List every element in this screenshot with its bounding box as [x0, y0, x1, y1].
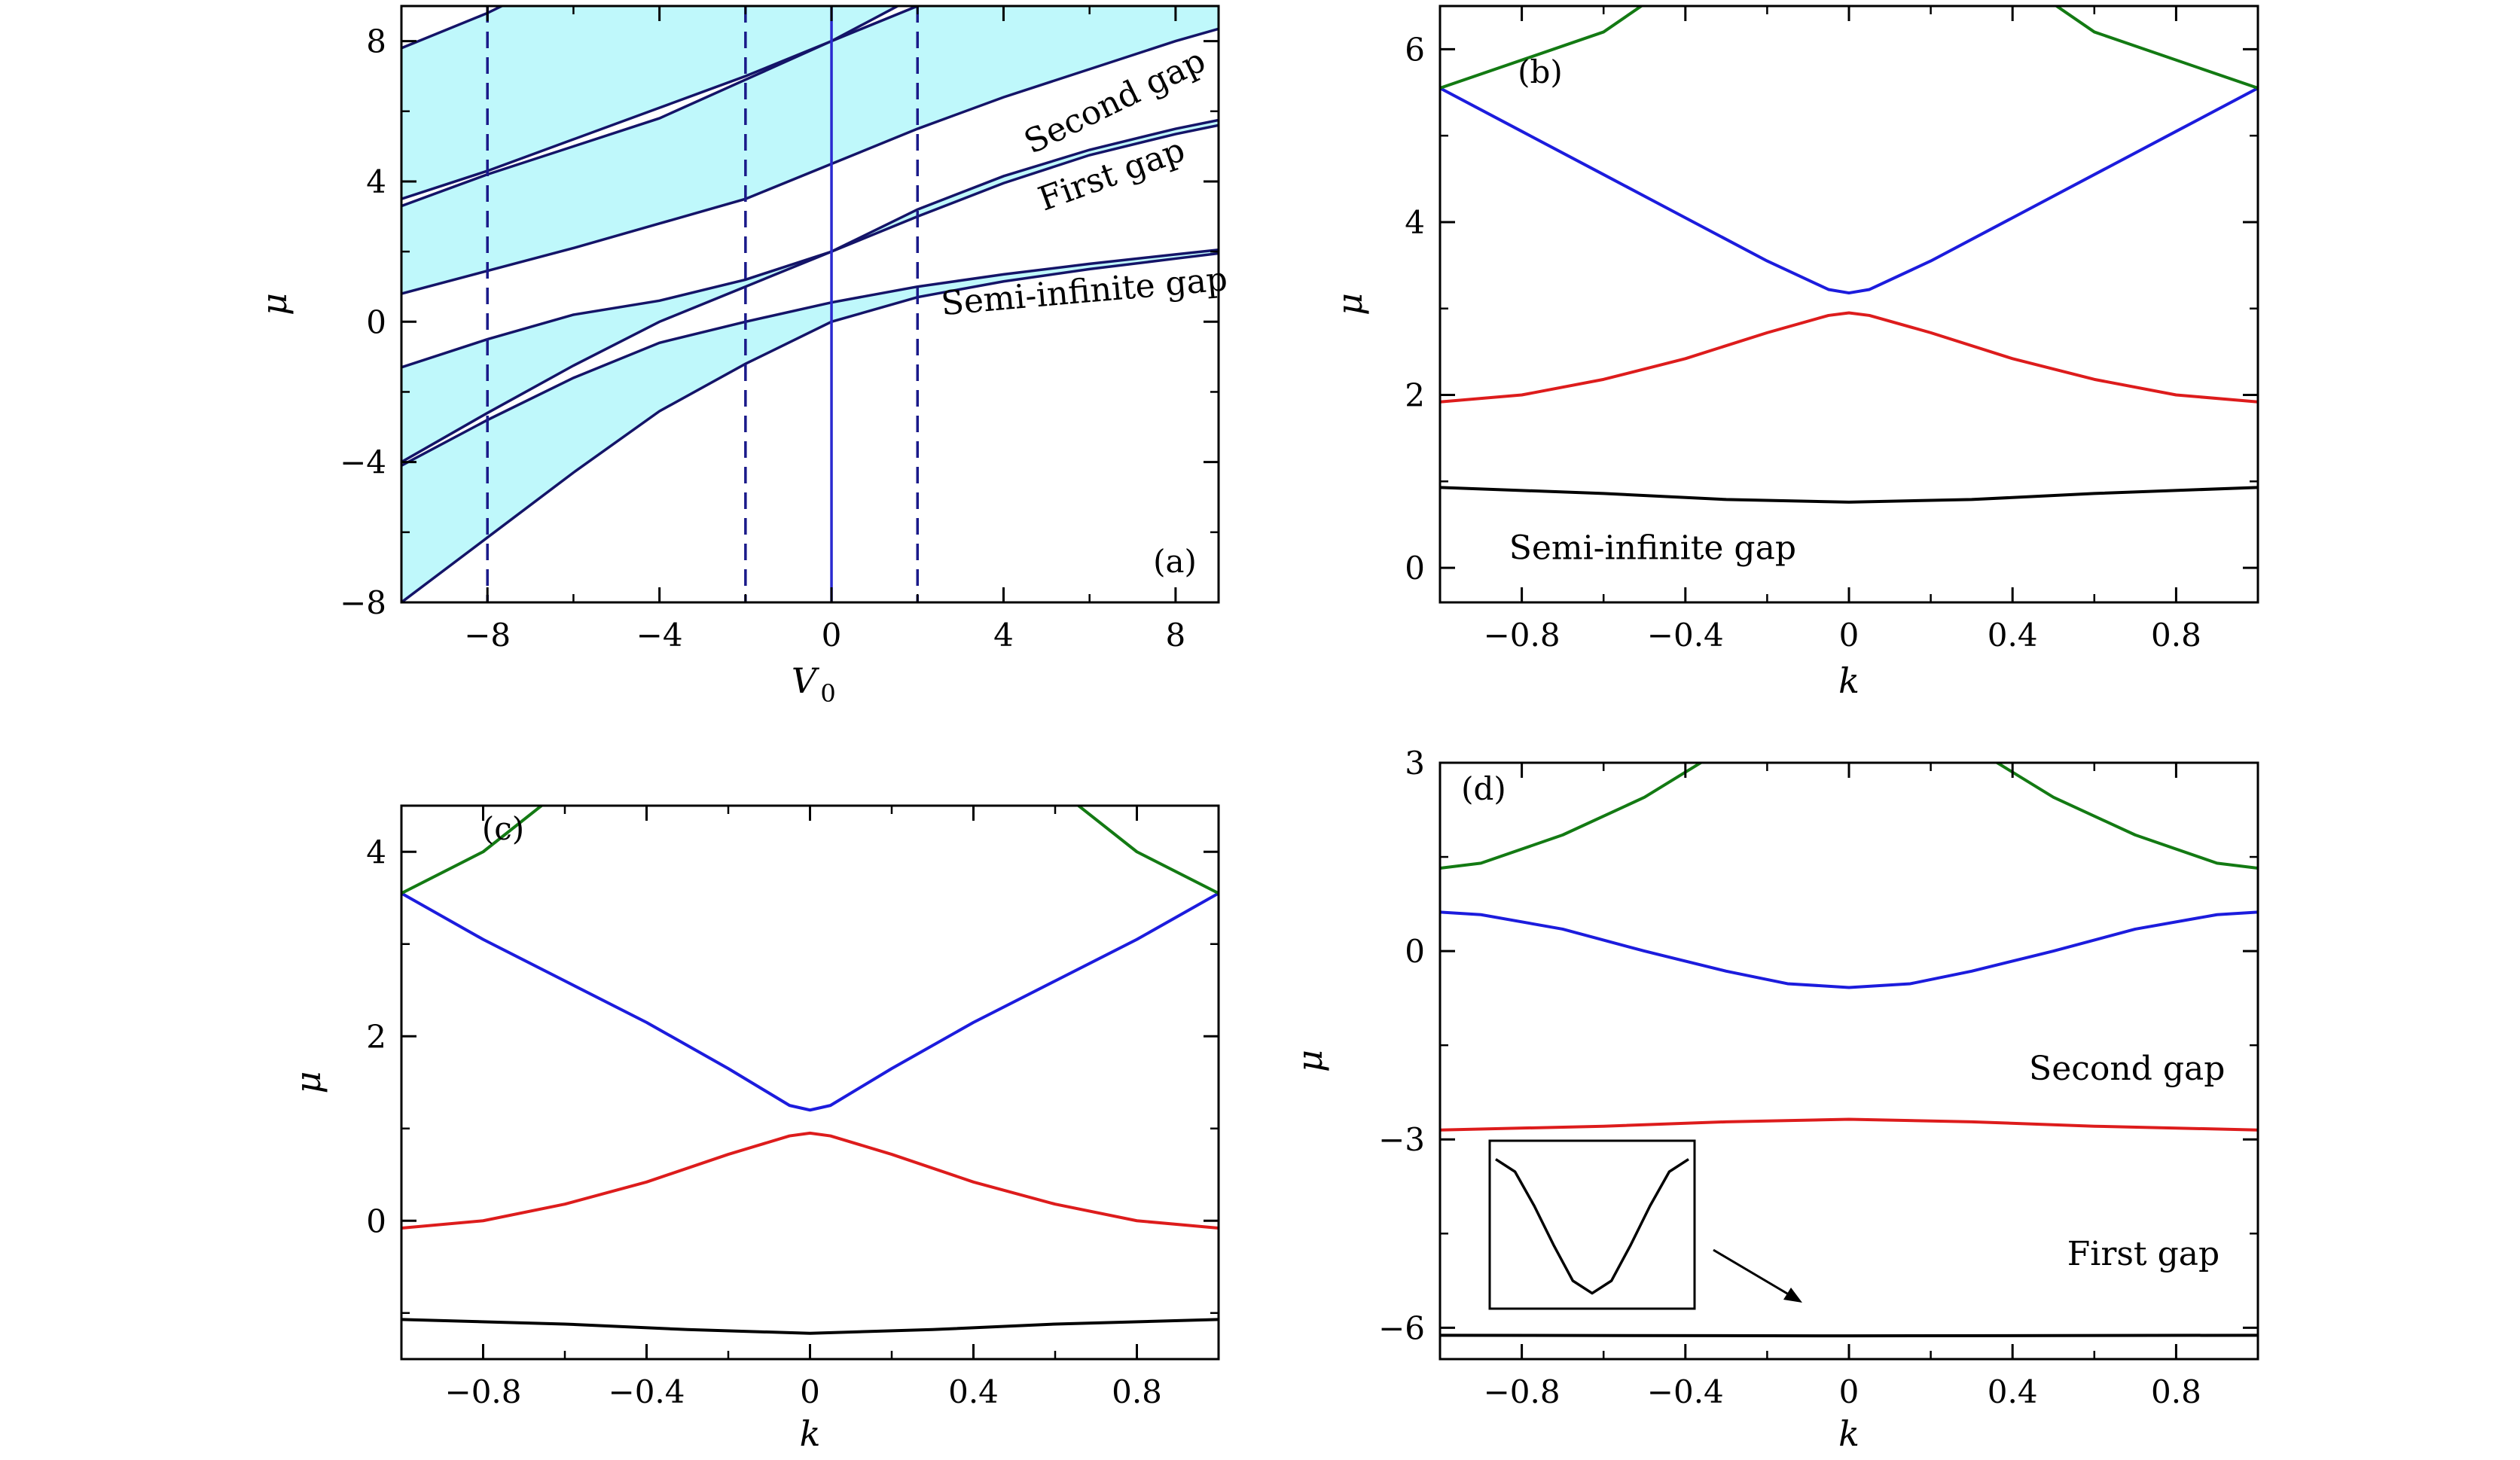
y-tick-label: 2	[1405, 377, 1425, 414]
plot-frame	[400, 5, 1220, 604]
x-tick-label: 0	[822, 617, 842, 654]
plot-area	[401, 6, 1219, 602]
plot-frame	[1438, 5, 2259, 604]
annotation-0: Semi-infinite gap	[1509, 529, 1796, 568]
y-tick-label: 8	[366, 23, 386, 60]
y-tick-label: 4	[1405, 204, 1425, 241]
x-tick-label: −0.4	[1647, 617, 1724, 654]
x-axis-label: k	[800, 1413, 821, 1454]
series-line-3	[1440, 763, 1704, 870]
x-axis-label-subscript: 0	[820, 679, 835, 708]
series-line-1	[401, 1131, 1219, 1230]
series-line-0	[401, 1318, 1219, 1335]
x-tick-label: −0.8	[1484, 1373, 1561, 1410]
x-tick-label: −0.8	[1484, 617, 1561, 654]
x-tick-label: −0.4	[1647, 1373, 1724, 1410]
panel-label: (d)	[1461, 770, 1506, 807]
plot-area	[1440, 763, 2258, 1338]
panel-c: −0.8 −0.4 0 0.4 0.8 0 2 4 μ k (c)	[288, 804, 1220, 1454]
x-tick-label: −0.8	[445, 1373, 522, 1410]
x-tick-label: 4	[993, 617, 1014, 654]
y-tick-label: 2	[366, 1018, 386, 1055]
y-tick-label: −6	[1378, 1309, 1425, 1346]
y-tick-label: −3	[1378, 1121, 1425, 1158]
x-tick-label: 0.4	[948, 1373, 999, 1410]
inset-curve	[1495, 1158, 1689, 1295]
series-line-1	[1440, 1117, 2258, 1132]
band-fill-3	[401, 6, 898, 200]
y-tick-label: 0	[366, 1202, 386, 1239]
y-tick-label: 0	[1405, 933, 1425, 970]
series-line-3	[1440, 6, 1644, 90]
series-line-0	[1440, 1334, 2258, 1338]
series-line-2	[1440, 87, 2258, 295]
y-axis-label: μ	[1329, 293, 1370, 315]
y-axis-label: μ	[254, 293, 294, 315]
x-axis-label: k	[1838, 660, 1859, 701]
y-axis-label: μ	[288, 1071, 328, 1094]
x-tick-label: 0.4	[1988, 617, 2038, 654]
series-line-1	[1440, 311, 2258, 404]
x-tick-label: 0	[1839, 617, 1859, 654]
y-tick-label: −8	[340, 584, 386, 621]
band-fill-0	[401, 249, 1219, 602]
y-tick-label: 0	[366, 303, 386, 340]
panel-label: (a)	[1153, 543, 1197, 580]
series-line-2	[1440, 910, 2258, 989]
x-tick-label: 0.8	[2151, 617, 2201, 654]
x-axis-label: k	[1838, 1413, 1859, 1454]
y-tick-label: 4	[366, 163, 386, 200]
inset-frame	[1488, 1139, 1696, 1310]
series-line-4	[1075, 806, 1219, 895]
y-tick-label: 3	[1405, 745, 1425, 782]
x-tick-label: 0.8	[2151, 1373, 2201, 1410]
band-fill-2	[401, 6, 1219, 294]
series-line-4	[2054, 6, 2258, 90]
plot-area	[1440, 6, 2258, 504]
y-tick-label: 0	[1405, 550, 1425, 587]
x-tick-label: −4	[636, 617, 683, 654]
y-tick-label: 4	[366, 834, 386, 870]
panel-d: −0.8 −0.4 0 0.4 0.8 −6 −3 0 3 μ k (d) Second gap Firs…	[1289, 745, 2259, 1454]
annotation-0: Second gap	[2029, 1050, 2225, 1088]
series-line-3	[401, 806, 545, 895]
panel-label: (b)	[1518, 53, 1563, 90]
annotation-1: First gap	[2067, 1235, 2219, 1273]
inset-pointer-arrowhead	[1783, 1288, 1802, 1303]
x-tick-label: 0	[800, 1373, 820, 1410]
x-tick-label: 8	[1166, 617, 1186, 654]
x-tick-label: 0	[1839, 1373, 1859, 1410]
y-tick-label: 6	[1405, 31, 1425, 68]
panel-b: −0.8 −0.4 0 0.4 0.8 0 2 4 6 μ k (b) Semi-infinite ga…	[1329, 5, 2259, 701]
plot-frame	[400, 804, 1220, 1361]
panel-label: (c)	[482, 810, 524, 847]
series-line-0	[1440, 486, 2258, 504]
series-line-4	[1994, 763, 2258, 870]
y-axis-label: μ	[1289, 1050, 1330, 1072]
x-tick-label: 0.8	[1112, 1373, 1162, 1410]
x-tick-label: 0.4	[1988, 1373, 2038, 1410]
x-tick-label: −0.4	[609, 1373, 685, 1410]
plot-area	[401, 806, 1219, 1335]
x-axis-label: V	[792, 660, 820, 701]
inset-pointer-arrow	[1713, 1248, 1797, 1300]
x-tick-label: −8	[464, 617, 511, 654]
y-tick-label: −4	[340, 444, 386, 481]
series-line-2	[401, 892, 1219, 1112]
